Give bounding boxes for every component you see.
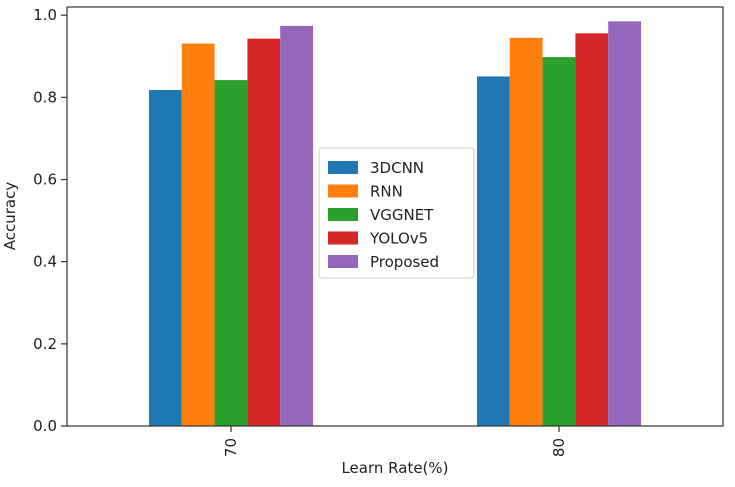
y-tick-label: 1.0: [33, 6, 57, 24]
bar-rnn-80: [509, 37, 543, 426]
y-axis-label: Accuracy: [1, 182, 19, 251]
legend-swatch-proposed: [328, 255, 358, 268]
x-tick-label: 70: [222, 438, 240, 457]
legend-label: YOLOv5: [369, 230, 428, 248]
legend-label: VGGNET: [370, 206, 434, 224]
bar-yolov5-70: [247, 38, 281, 426]
bar-proposed-80: [608, 21, 641, 427]
bar-proposed-70: [280, 25, 313, 426]
x-axis: 70 80: [222, 426, 568, 457]
legend-box: [318, 147, 475, 279]
plot-frame: [66, 6, 724, 427]
legend-label: RNN: [370, 183, 403, 201]
bar-yolov5-80: [575, 33, 609, 427]
y-tick-label: 0.2: [33, 335, 57, 353]
y-axis: 0.0 0.2 0.4 0.6 0.8 1.0: [33, 6, 67, 435]
y-tick-label: 0.4: [33, 253, 57, 271]
y-tick-label: 0.8: [33, 88, 57, 106]
bar-vggnet-80: [542, 57, 576, 426]
legend-swatch-rnn: [328, 184, 358, 198]
x-tick-label: 80: [550, 438, 568, 457]
x-axis-label: Learn Rate(%): [341, 459, 448, 477]
y-tick-label: 0.6: [33, 171, 57, 189]
bar-3dcnn-70: [149, 89, 182, 427]
legend-label: Proposed: [370, 253, 439, 271]
bars-layer: [149, 21, 641, 427]
bar-3dcnn-80: [477, 76, 510, 426]
legend-swatch-3dcnn: [328, 161, 358, 174]
legend-swatch-vggnet: [328, 208, 358, 221]
legend-swatch-yolov5: [328, 231, 358, 245]
bar-rnn-70: [181, 43, 215, 426]
legend-label: 3DCNN: [370, 159, 424, 177]
legend: 3DCNN RNN VGGNET YOLOv5 Proposed: [318, 147, 475, 279]
y-tick-label: 0.0: [33, 417, 57, 435]
bar-vggnet-70: [214, 80, 248, 427]
